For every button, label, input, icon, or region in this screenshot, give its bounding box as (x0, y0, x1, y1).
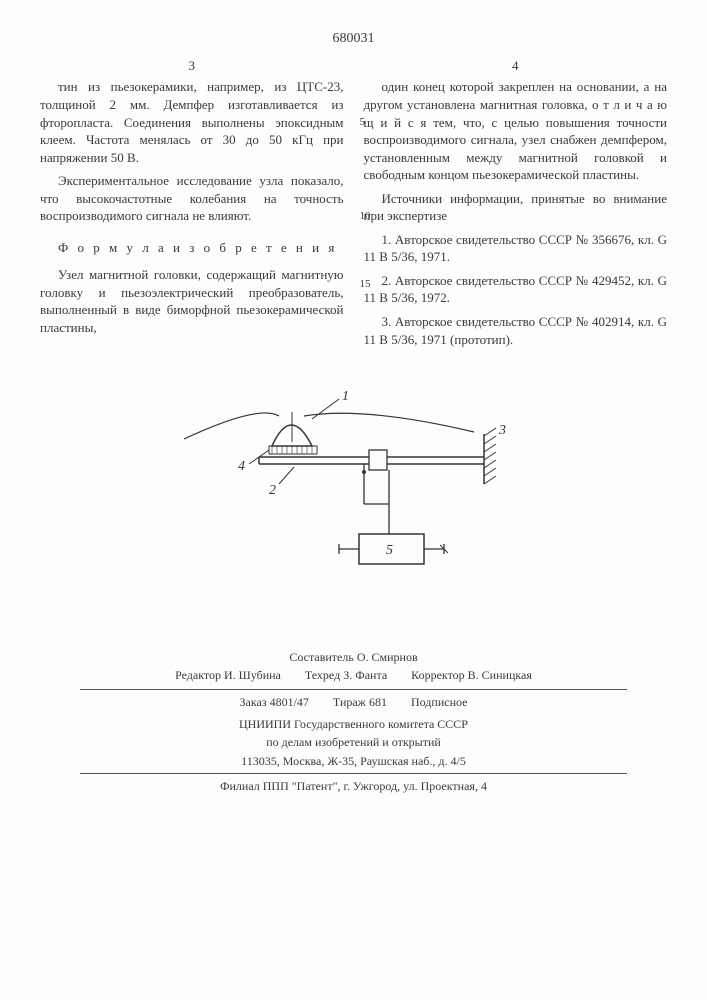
compiler-line: Составитель О. Смирнов (40, 649, 667, 665)
label-5: 5 (386, 543, 393, 558)
tape-left (184, 413, 279, 439)
diagram-svg: 1 4 2 3 (164, 384, 544, 584)
right-column: 4 5 10 15 один конец которой закреплен н… (364, 57, 668, 354)
col-number-right: 4 (364, 57, 668, 75)
order-num: Заказ 4801/47 (240, 694, 309, 710)
col-number-left: 3 (40, 57, 344, 75)
right-para-1: один конец которой закреплен на основани… (364, 78, 668, 183)
editor: Редактор И. Шубина (175, 667, 281, 683)
line-number-10: 10 (360, 209, 371, 224)
ref-3: 3. Авторское свидетельство СССР № 402914… (364, 313, 668, 348)
footer: Составитель О. Смирнов Редактор И. Шубин… (40, 649, 667, 794)
right-para-2: Источники информации, принятые во вниман… (364, 190, 668, 225)
left-para-2: Экспериментальное исследование узла пока… (40, 172, 344, 225)
compiler-name: О. Смирнов (357, 650, 418, 664)
label-1: 1 (342, 389, 349, 404)
tirazh: Тираж 681 (333, 694, 387, 710)
damper (269, 446, 317, 454)
label-2: 2 (269, 483, 276, 498)
text-columns: 3 тин из пьезокерамики, например, из ЦТС… (40, 57, 667, 354)
diagram: 1 4 2 3 (164, 384, 544, 589)
patent-number: 680031 (40, 30, 667, 49)
ref-1: 1. Авторское свидетельство СССР № 356676… (364, 231, 668, 266)
ref-2: 2. Авторское свидетельство СССР № 429452… (364, 272, 668, 307)
tape-right (304, 413, 474, 432)
center-clamp (369, 450, 387, 470)
label-3: 3 (498, 423, 506, 438)
address: 113035, Москва, Ж-35, Раушская наб., д. … (40, 753, 667, 769)
leader-2 (279, 467, 294, 484)
print-row: Заказ 4801/47 Тираж 681 Подписное (40, 694, 667, 710)
left-para-3: Узел магнитной головки, содержащий магни… (40, 266, 344, 336)
branch: Филиал ППП "Патент", г. Ужгород, ул. Про… (40, 778, 667, 794)
org-2: по делам изобретений и открытий (40, 734, 667, 750)
corrector: Корректор В. Синицкая (411, 667, 532, 683)
formula-title: Ф о р м у л а и з о б р е т е н и я (40, 239, 344, 257)
left-column: 3 тин из пьезокерамики, например, из ЦТС… (40, 57, 344, 354)
podpis: Подписное (411, 694, 468, 710)
compiler-label: Составитель (289, 650, 353, 664)
left-para-1: тин из пьезокерамики, например, из ЦТС-2… (40, 78, 344, 166)
label-4: 4 (238, 459, 245, 474)
leader-1 (312, 399, 339, 419)
divider-2 (80, 773, 627, 774)
techred: Техред З. Фанта (305, 667, 387, 683)
line-number-5: 5 (360, 115, 366, 130)
line-number-15: 15 (360, 277, 371, 292)
org-1: ЦНИИПИ Государственного комитета СССР (40, 716, 667, 732)
credits-row: Редактор И. Шубина Техред З. Фанта Корре… (40, 667, 667, 683)
divider-1 (80, 689, 627, 690)
